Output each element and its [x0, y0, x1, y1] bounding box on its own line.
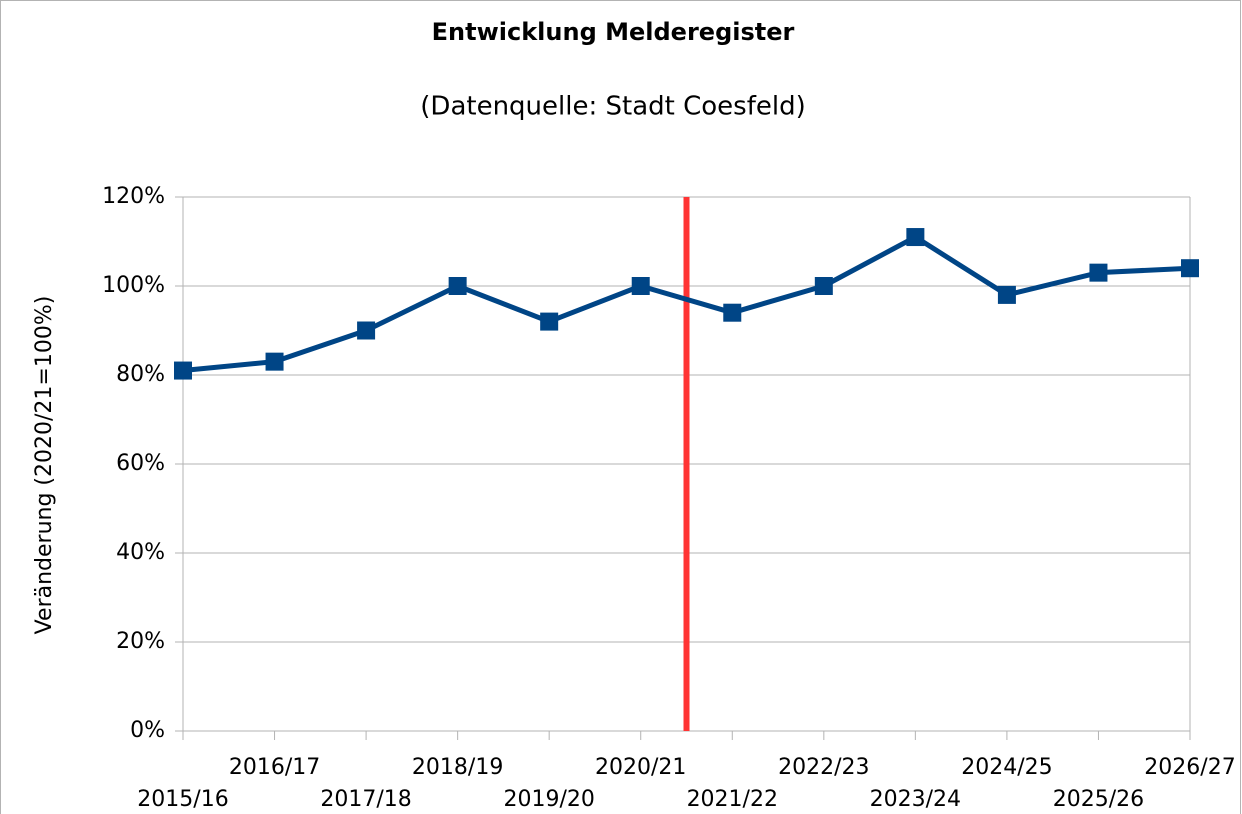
data-point: [540, 312, 559, 331]
x-tick-label: 2025/26: [1053, 787, 1144, 812]
x-tick-label: 2022/23: [778, 755, 869, 780]
data-point: [448, 277, 467, 295]
data-point: [631, 277, 650, 295]
data-point: [1089, 263, 1108, 282]
y-tick-label: 80%: [116, 362, 165, 387]
x-tick-label: 2017/18: [320, 787, 411, 812]
x-tick-label: 2026/27: [1144, 755, 1235, 780]
y-tick-label: 60%: [116, 451, 165, 476]
x-tick-label: 2018/19: [412, 755, 503, 780]
y-tick-label: 20%: [116, 629, 165, 654]
y-tick-label: 120%: [102, 184, 165, 209]
data-point: [1181, 259, 1199, 278]
data-point: [814, 277, 833, 295]
data-point: [174, 361, 192, 380]
data-point: [723, 303, 742, 322]
series-line: [182, 234, 1191, 374]
x-tick-label: 2019/20: [503, 787, 594, 812]
data-point: [906, 228, 925, 247]
chart-subtitle: (Datenquelle: Stadt Coesfeld): [420, 92, 805, 122]
data-point: [265, 352, 284, 371]
x-tick-label: 2016/17: [229, 755, 320, 780]
data-point: [997, 285, 1016, 304]
x-tick-label: 2024/25: [961, 755, 1052, 780]
data-point: [357, 321, 376, 340]
y-tick-label: 100%: [102, 273, 165, 298]
y-axis-label: Veränderung (2020/21=100%): [32, 296, 57, 635]
x-tick-label: 2020/21: [595, 755, 686, 780]
chart-title: Entwicklung Melderegister: [432, 18, 795, 46]
x-tick-label: 2015/16: [137, 787, 228, 812]
y-tick-label: 40%: [116, 540, 165, 565]
x-tick-label: 2023/24: [870, 787, 961, 812]
y-tick-label: 0%: [130, 718, 165, 743]
x-tick-label: 2021/22: [687, 787, 778, 812]
